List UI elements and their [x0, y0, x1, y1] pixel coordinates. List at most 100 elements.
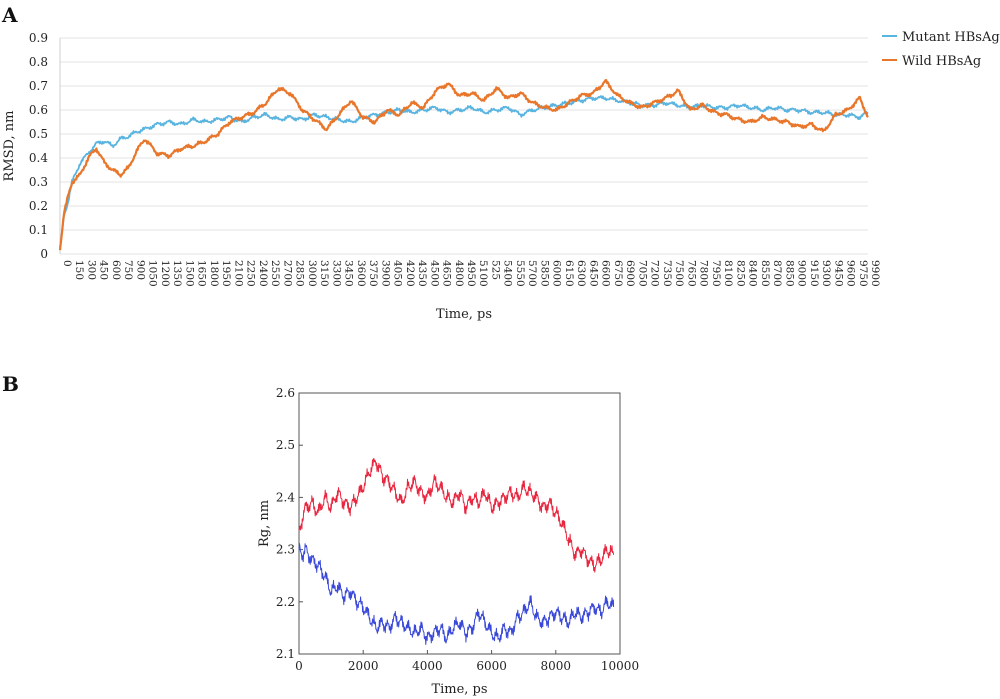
rmsd-series-line-1 [59, 95, 869, 248]
rmsd-y-tick-label: 0.6 [29, 103, 48, 117]
rmsd-x-tick-label: 3750 [367, 260, 379, 287]
rmsd-grid [59, 37, 868, 255]
rg-y-tick-label: 2.4 [276, 490, 295, 504]
rmsd-x-tick-label: 2250 [245, 260, 257, 287]
rg-y-tick-label: 2.2 [276, 595, 295, 609]
rmsd-x-tick-label: 3000 [306, 260, 318, 287]
rmsd-x-tick-label: 3900 [379, 260, 391, 287]
rmsd-x-ticks: 0 150 300 450 600 750 900 1050 1200 1350 1500 1650 1… [61, 260, 881, 287]
rg-x-tick-label: 6000 [476, 659, 507, 673]
rg-x-tick-label: 0 [295, 659, 303, 673]
rmsd-x-tick-label: 6150 [563, 260, 575, 287]
rmsd-x-tick-label: 8400 [747, 260, 759, 287]
rmsd-x-tick-label: 5550 [514, 260, 526, 287]
rmsd-x-tick-label: 1800 [208, 260, 220, 287]
rmsd-x-tick-label: 7950 [710, 260, 722, 287]
rg-y-tick-label: 2.1 [276, 647, 295, 661]
rmsd-x-tick-label: 7350 [661, 260, 673, 287]
rmsd-y-tick-label: 0.9 [29, 31, 48, 45]
rg-chart: 2.1 2.2 2.3 2.4 2.5 2.6 0 2000 4000 6000 8000 1000… [257, 386, 639, 697]
rg-plot-frame [298, 392, 621, 655]
rmsd-y-tick-label: 0.8 [29, 55, 48, 69]
rmsd-x-tick-label: 6600 [600, 260, 612, 287]
rmsd-x-tick-label: 8100 [722, 260, 734, 287]
rg-x-tick-label: 10000 [601, 659, 639, 673]
rg-x-axis-label: Time, ps [431, 682, 487, 697]
rmsd-x-tick-label: 6000 [551, 260, 563, 287]
rmsd-x-tick-label: 1950 [220, 260, 232, 287]
rmsd-x-tick-label: 450 [98, 260, 110, 280]
rmsd-x-tick-label: 6450 [587, 260, 599, 287]
rmsd-x-tick-label: 7800 [698, 260, 710, 287]
rmsd-x-tick-label: 600 [110, 260, 122, 280]
rmsd-y-axis-label: RMSD, nm [2, 111, 17, 182]
rmsd-x-tick-label: 4350 [416, 260, 428, 287]
rmsd-x-tick-label: 750 [122, 260, 134, 280]
rmsd-x-tick-label: 6750 [612, 260, 624, 287]
rmsd-series [58, 79, 869, 251]
rg-y-tick-label: 2.3 [276, 543, 295, 557]
rmsd-y-tick-label: 0.5 [29, 127, 48, 141]
rmsd-y-ticks: 0 0.1 0.2 0.3 0.4 0.5 0.6 0.7 0.8 0.9 [29, 31, 48, 261]
rmsd-x-tick-label: 3150 [318, 260, 330, 287]
rmsd-y-tick-label: 0.4 [29, 151, 48, 165]
rmsd-x-tick-label: 9900 [869, 260, 881, 287]
rmsd-y-tick-label: 0.2 [29, 199, 48, 213]
panel-b-label: B [2, 372, 19, 396]
rmsd-x-tick-label: 300 [85, 260, 97, 280]
rmsd-x-tick-label: 3450 [343, 260, 355, 287]
rg-series-line-1 [298, 458, 615, 573]
rmsd-x-tick-label: 1500 [183, 260, 195, 287]
rmsd-x-tick-label: 4800 [453, 260, 465, 287]
rmsd-legend: Mutant HBsAg Wild HBsAg [882, 30, 1000, 69]
rmsd-x-tick-label: 5700 [526, 260, 538, 287]
rmsd-x-tick-label: 150 [73, 260, 85, 280]
rmsd-x-tick-label: 5850 [538, 260, 550, 287]
rmsd-x-tick-label: 9000 [796, 260, 808, 287]
rg-x-tick-label: 4000 [412, 659, 443, 673]
rmsd-chart: 00.10.20.30.40.50.60.70.80.9 0 150 300 450 6… [2, 30, 1000, 322]
rg-series [298, 458, 615, 645]
rmsd-x-tick-label: 8550 [759, 260, 771, 287]
rmsd-x-tick-label: 1050 [147, 260, 159, 287]
rg-y-tick-label: 2.5 [276, 438, 295, 452]
panel-a-label: A [1, 3, 18, 27]
rmsd-x-tick-label: 525 [489, 260, 501, 280]
rmsd-x-tick-label: 9750 [857, 260, 869, 287]
rmsd-y-tick-label: 0.1 [29, 223, 48, 237]
rmsd-x-tick-label: 8250 [734, 260, 746, 287]
rmsd-x-tick-label: 6300 [575, 260, 587, 287]
rg-series-line-2 [298, 543, 615, 645]
rmsd-x-tick-label: 2400 [257, 260, 269, 287]
rmsd-y-tick-label: 0.3 [29, 175, 48, 189]
rmsd-x-tick-label: 2100 [232, 260, 244, 287]
rmsd-x-tick-label: 5400 [502, 260, 514, 287]
rmsd-x-tick-label: 9150 [808, 260, 820, 287]
rmsd-x-tick-label: 900 [134, 260, 146, 280]
rg-y-axis-label: Rg, nm [257, 500, 272, 547]
rmsd-x-axis-label: Time, ps [436, 307, 492, 322]
rmsd-x-tick-label: 5100 [477, 260, 489, 287]
rmsd-x-tick-label: 7200 [649, 260, 661, 287]
rg-x-tick-label: 2000 [348, 659, 379, 673]
rmsd-x-tick-label: 9300 [820, 260, 832, 287]
rmsd-x-tick-label: 2550 [269, 260, 281, 287]
rmsd-x-tick-label: 0 [61, 260, 73, 267]
rg-y-tick-label: 2.6 [276, 386, 295, 400]
rmsd-x-tick-label: 4050 [392, 260, 404, 287]
legend-label: Mutant HBsAg [902, 30, 1000, 45]
rmsd-x-tick-label: 2850 [294, 260, 306, 287]
rmsd-x-tick-label: 9600 [845, 260, 857, 287]
rmsd-x-tick-label: 4200 [404, 260, 416, 287]
rg-x-tick-label: 8000 [541, 659, 572, 673]
rmsd-series-line-2 [58, 79, 869, 251]
rg-x-ticks: 0 2000 4000 6000 8000 10000 [295, 650, 639, 673]
rg-y-ticks: 2.1 2.2 2.3 2.4 2.5 2.6 [276, 386, 303, 661]
legend-label: Wild HBsAg [902, 54, 981, 69]
rmsd-x-tick-label: 4650 [441, 260, 453, 287]
rmsd-x-tick-label: 4950 [465, 260, 477, 287]
rmsd-x-tick-label: 1200 [159, 260, 171, 287]
rmsd-y-tick-label: 0 [40, 247, 48, 261]
rmsd-x-tick-label: 6900 [624, 260, 636, 287]
